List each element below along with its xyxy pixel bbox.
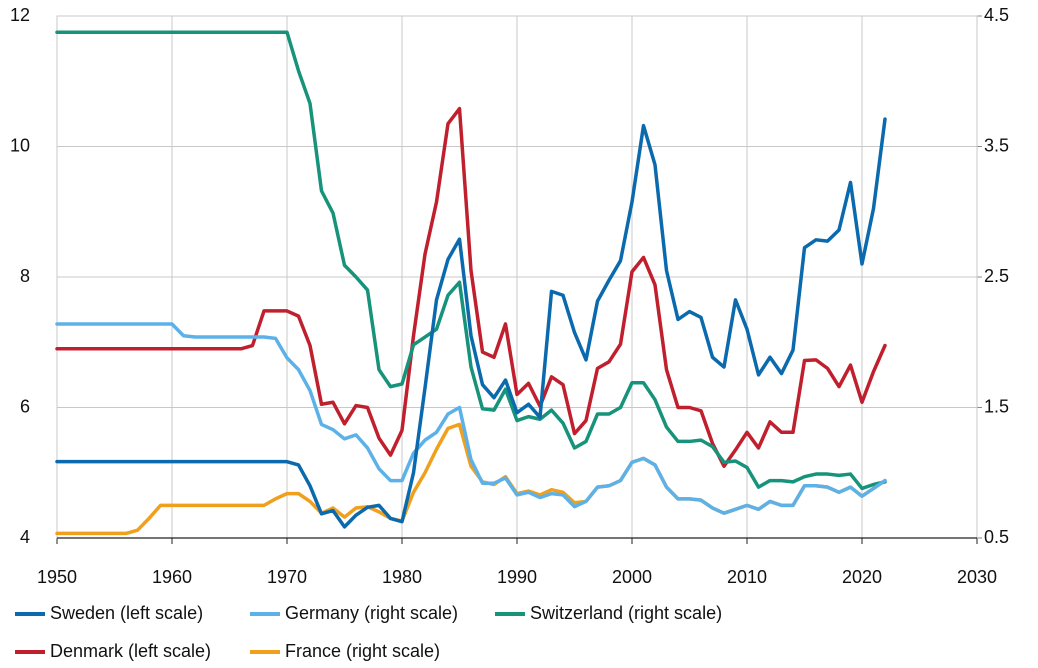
x-tick-label: 1980 bbox=[382, 567, 422, 587]
legend-label: Germany (right scale) bbox=[285, 603, 458, 623]
legend-label: Denmark (left scale) bbox=[50, 641, 211, 661]
x-tick-label: 1950 bbox=[37, 567, 77, 587]
y-tick-label: 10 bbox=[10, 135, 30, 155]
y-tick-label: 8 bbox=[20, 266, 30, 286]
y2-tick-label: 1.5 bbox=[984, 396, 1009, 416]
x-tick-label: 2000 bbox=[612, 567, 652, 587]
series-line bbox=[55, 117, 887, 529]
series-line bbox=[55, 322, 887, 515]
legend-label: France (right scale) bbox=[285, 641, 440, 661]
x-tick-label: 1960 bbox=[152, 567, 192, 587]
series-line bbox=[55, 106, 887, 468]
legend-label: Switzerland (right scale) bbox=[530, 603, 722, 623]
x-tick-label: 1970 bbox=[267, 567, 307, 587]
x-tick-label: 1990 bbox=[497, 567, 537, 587]
series-line bbox=[55, 30, 887, 491]
y-tick-label: 12 bbox=[10, 5, 30, 25]
y2-tick-label: 4.5 bbox=[984, 5, 1009, 25]
x-tick-label: 2030 bbox=[957, 567, 997, 587]
legend-label: Sweden (left scale) bbox=[50, 603, 203, 623]
y-tick-label: 4 bbox=[20, 527, 30, 547]
y2-tick-label: 0.5 bbox=[984, 527, 1009, 547]
x-tick-label: 2020 bbox=[842, 567, 882, 587]
y2-tick-label: 3.5 bbox=[984, 135, 1009, 155]
y2-tick-label: 2.5 bbox=[984, 266, 1009, 286]
x-tick-label: 2010 bbox=[727, 567, 767, 587]
y-tick-label: 6 bbox=[20, 396, 30, 416]
